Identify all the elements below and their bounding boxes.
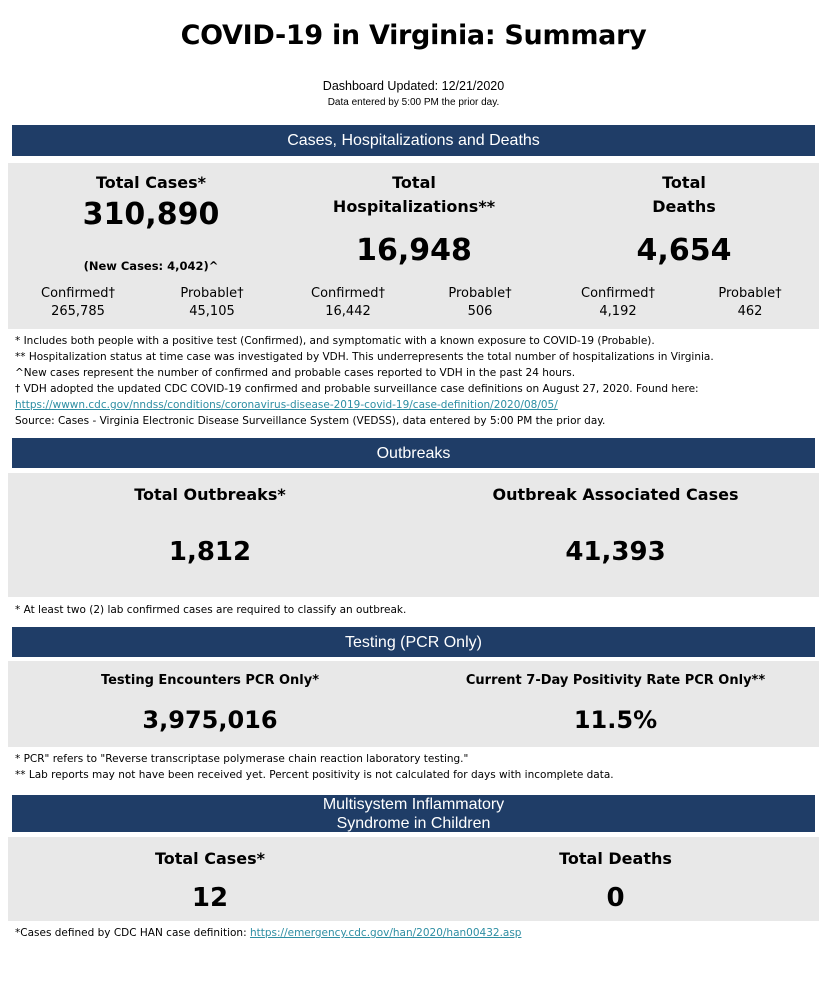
outbreak-cases-label: Outbreak Associated Cases bbox=[492, 485, 739, 504]
positivity-rate-value: 11.5% bbox=[573, 706, 658, 734]
cases-confirmed-label: Confirmed† bbox=[41, 286, 115, 301]
cases-section-header: Cases, Hospitalizations and Deaths bbox=[12, 125, 815, 156]
deaths-label-line1: Total bbox=[662, 173, 706, 192]
dashboard-updated: Dashboard Updated: 12/21/2020 bbox=[322, 79, 505, 93]
mis-c-section-header: Multisystem Inflammatory Syndrome in Chi… bbox=[12, 795, 815, 832]
total-outbreaks-value: 1,812 bbox=[168, 537, 252, 567]
testing-panel: Testing Encounters PCR Only* 3,975,016 C… bbox=[8, 661, 819, 747]
deaths-probable-value: 462 bbox=[737, 304, 763, 319]
cases-probable-value: 45,105 bbox=[189, 304, 235, 319]
source-note: Source: Cases - Virginia Electronic Dise… bbox=[15, 415, 606, 427]
footnote-new-cases: ^New cases represent the number of confi… bbox=[15, 367, 576, 379]
outbreak-footnote: * At least two (2) lab confirmed cases a… bbox=[15, 604, 407, 616]
cdc-case-definition-link[interactable]: https://wwwn.cdc.gov/nndss/conditions/co… bbox=[15, 399, 558, 411]
mis-c-cases-label: Total Cases* bbox=[154, 849, 266, 868]
cases-panel: Total Cases* 310,890 (New Cases: 4,042)^… bbox=[8, 163, 819, 329]
page-title: COVID-19 in Virginia: Summary bbox=[180, 20, 647, 51]
hospitalizations-label-line2: Hospitalizations** bbox=[332, 197, 496, 216]
footnote-includes: * Includes both people with a positive t… bbox=[15, 335, 655, 347]
positivity-rate-label: Current 7-Day Positivity Rate PCR Only** bbox=[465, 673, 766, 688]
total-outbreaks-label: Total Outbreaks* bbox=[134, 485, 286, 504]
outbreaks-panel: Total Outbreaks* 1,812 Outbreak Associat… bbox=[8, 473, 819, 597]
footnote-hospitalization: ** Hospitalization status at time case w… bbox=[15, 351, 714, 363]
cases-confirmed-value: 265,785 bbox=[51, 304, 105, 319]
mis-c-deaths-label: Total Deaths bbox=[559, 849, 672, 868]
testing-section-header: Testing (PCR Only) bbox=[12, 627, 815, 657]
mis-c-cases-value: 12 bbox=[191, 883, 229, 913]
testing-encounters-value: 3,975,016 bbox=[142, 706, 278, 734]
cdc-han-link[interactable]: https://emergency.cdc.gov/han/2020/han00… bbox=[249, 927, 522, 939]
lab-reports-footnote: ** Lab reports may not have been receive… bbox=[15, 769, 614, 781]
outbreak-cases-value: 41,393 bbox=[565, 537, 666, 567]
new-cases-value: (New Cases: 4,042)^ bbox=[83, 259, 219, 273]
hospitalizations-value: 16,948 bbox=[356, 233, 472, 268]
total-cases-value: 310,890 bbox=[82, 197, 220, 232]
cases-probable-label: Probable† bbox=[180, 286, 244, 301]
mis-c-deaths-value: 0 bbox=[606, 883, 625, 913]
hosp-confirmed-value: 16,442 bbox=[325, 304, 371, 319]
mis-c-header-line1: Multisystem Inflammatory bbox=[322, 795, 505, 813]
hosp-confirmed-label: Confirmed† bbox=[311, 286, 385, 301]
deaths-probable-label: Probable† bbox=[718, 286, 782, 301]
testing-encounters-label: Testing Encounters PCR Only* bbox=[100, 673, 320, 688]
footnote-case-definitions: † VDH adopted the updated CDC COVID-19 c… bbox=[15, 383, 699, 395]
deaths-label-line2: Deaths bbox=[652, 197, 716, 216]
hospitalizations-label-line1: Total bbox=[392, 173, 436, 192]
hosp-probable-label: Probable† bbox=[448, 286, 512, 301]
mis-c-footnote-text: *Cases defined by CDC HAN case definitio… bbox=[15, 927, 250, 939]
deaths-confirmed-value: 4,192 bbox=[599, 304, 637, 319]
data-entered-note: Data entered by 5:00 PM the prior day. bbox=[327, 97, 500, 108]
deaths-value: 4,654 bbox=[636, 233, 732, 268]
deaths-confirmed-label: Confirmed† bbox=[581, 286, 655, 301]
mis-c-footnote: *Cases defined by CDC HAN case definitio… bbox=[15, 927, 521, 939]
pcr-footnote: * PCR" refers to "Reverse transcriptase … bbox=[15, 753, 469, 765]
outbreaks-section-header: Outbreaks bbox=[12, 438, 815, 468]
mis-c-panel: Total Cases* 12 Total Deaths 0 bbox=[8, 837, 819, 921]
hosp-probable-value: 506 bbox=[467, 304, 493, 319]
total-cases-label: Total Cases* bbox=[95, 173, 207, 192]
mis-c-header-line2: Syndrome in Children bbox=[336, 814, 491, 832]
